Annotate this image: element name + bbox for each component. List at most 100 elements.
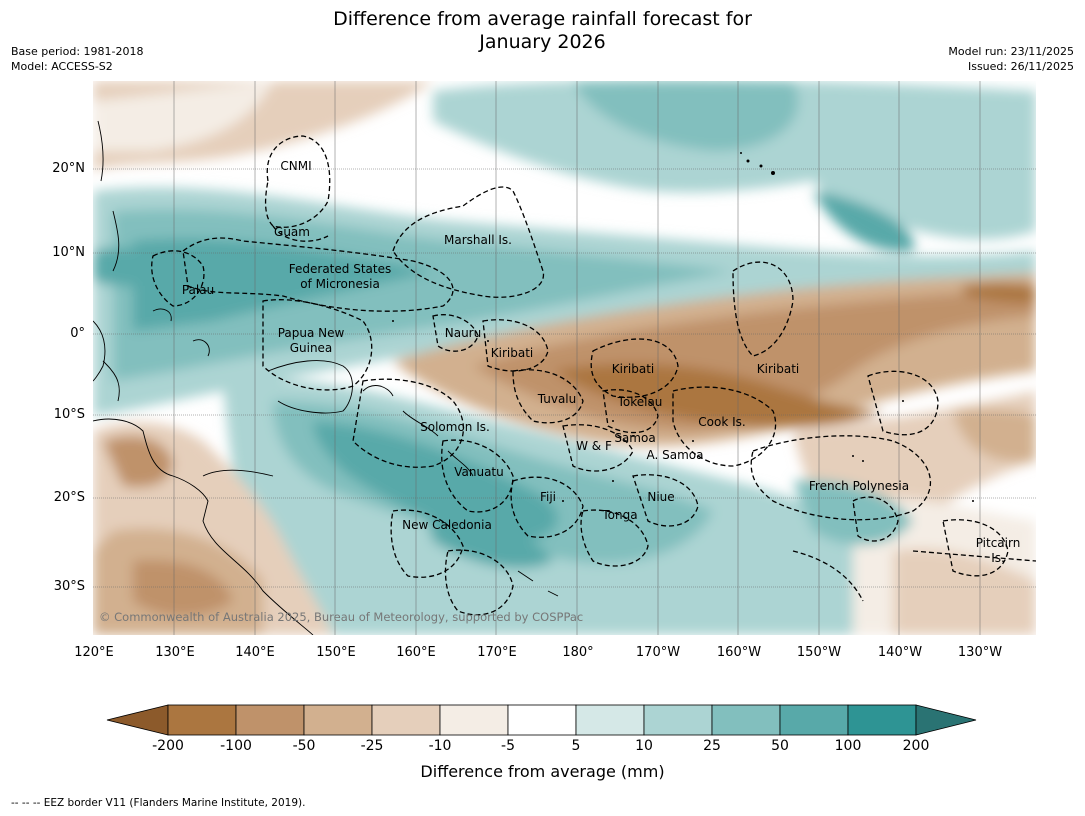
- colorbar-segment-7: [643, 704, 713, 736]
- colorbar-tick-11: 200: [902, 738, 930, 754]
- label-kiribati-c: Kiribati: [612, 362, 654, 376]
- ytick-0: 20°N: [52, 161, 85, 176]
- label-pitcairn-2: Is.: [991, 551, 1005, 565]
- xtick-2: 140°E: [235, 645, 275, 660]
- colorbar-segment-5: [507, 704, 577, 736]
- eez-niue: [632, 474, 699, 527]
- rainfall-map: CNMI Guam Marshall Is. Federated States …: [93, 81, 1036, 635]
- colorbar-tick-4: -10: [428, 738, 452, 754]
- label-asamoa: A. Samoa: [647, 448, 704, 462]
- eez-fsm: [182, 237, 454, 312]
- issued-date: Issued: 26/11/2025: [967, 60, 1074, 73]
- colorbar-extend-low: [106, 704, 169, 736]
- xtick-8: 160°W: [716, 645, 762, 660]
- eez-frenchpoly-n: [867, 370, 939, 436]
- eez-palau: [151, 250, 205, 307]
- title-line-1: Difference from average rainfall forecas…: [333, 8, 752, 30]
- meta-left: Base period: 1981-2018 Model: ACCESS-S2: [11, 44, 143, 74]
- colorbar-tick-8: 25: [703, 738, 721, 754]
- map-svg: CNMI Guam Marshall Is. Federated States …: [93, 81, 1036, 635]
- xtick-9: 150°W: [796, 645, 842, 660]
- eez-solomon: [352, 378, 464, 468]
- label-fsm-1: Federated States: [289, 262, 391, 276]
- xtick-6: 180°: [562, 645, 594, 660]
- eez-fiji: [510, 476, 584, 538]
- ytick-2: 0°: [70, 326, 85, 341]
- label-niue: Niue: [647, 490, 674, 504]
- xtick-4: 160°E: [396, 645, 436, 660]
- colorbar-segment-1: [235, 704, 305, 736]
- eez-nauru: [432, 314, 479, 352]
- xtick-3: 150°E: [316, 645, 356, 660]
- eez-samoa: [562, 424, 634, 472]
- colorbar-segment-4: [439, 704, 509, 736]
- islands: [392, 152, 974, 502]
- eez-vanuatu: [441, 439, 514, 513]
- colorbar-tick-6: 5: [571, 738, 581, 754]
- label-solomon: Solomon Is.: [420, 420, 490, 434]
- label-frenchpoly: French Polynesia: [809, 479, 909, 493]
- eez-tonga: [580, 509, 649, 567]
- colorbar-tick-10: 100: [834, 738, 862, 754]
- eez-cnmi: [264, 135, 331, 228]
- xtick-7: 170°W: [635, 645, 681, 660]
- eez-marshall: [392, 186, 544, 298]
- eez-guam: [272, 225, 329, 242]
- colorbar-tick-0: -200: [152, 738, 184, 754]
- title-line-2: January 2026: [479, 31, 606, 53]
- colorbar-segment-6: [575, 704, 645, 736]
- colorbar-tick-7: 10: [635, 738, 653, 754]
- eez-tokelau: [602, 389, 659, 434]
- colorbar-segment-2: [303, 704, 373, 736]
- ytick-5: 30°S: [53, 579, 85, 594]
- ytick-1: 10°N: [52, 245, 85, 260]
- label-tonga: Tonga: [601, 508, 637, 522]
- label-kiribati-e: Kiribati: [757, 362, 799, 376]
- meta-right: Model run: 23/11/2025 Issued: 26/11/2025: [948, 44, 1074, 74]
- xtick-10: 140°W: [877, 645, 923, 660]
- label-newcal: New Caledonia: [402, 518, 492, 532]
- label-palau: Palau: [182, 283, 214, 297]
- model-run: Model run: 23/11/2025: [948, 45, 1074, 58]
- xtick-1: 130°E: [155, 645, 195, 660]
- label-wf: W & F: [576, 439, 612, 453]
- eez-png: [262, 299, 373, 391]
- colorbar-segment-0: [167, 704, 237, 736]
- eez-norfolk: [444, 549, 514, 616]
- colorbar-tick-3: -25: [360, 738, 384, 754]
- eez-kiribati-w: [482, 319, 549, 372]
- colorbar-extend-high: [915, 704, 977, 736]
- eez-footnote: -- -- -- EEZ border V11 (Flanders Marine…: [11, 797, 306, 809]
- colorbar-segment-10: [847, 704, 917, 736]
- new-guinea-coast: [267, 360, 353, 414]
- label-pitcairn-1: Pitcairn: [976, 536, 1021, 550]
- colorbar-tick-1: -100: [220, 738, 252, 754]
- coastlines: [93, 120, 559, 635]
- colorbar-segment-8: [711, 704, 781, 736]
- eez-kiribati-c: [590, 338, 679, 398]
- chart-title: Difference from average rainfall forecas…: [0, 8, 1085, 54]
- base-period: Base period: 1981-2018: [11, 45, 144, 58]
- label-tuvalu: Tuvalu: [537, 392, 577, 406]
- label-fiji: Fiji: [540, 490, 556, 504]
- label-nauru: Nauru: [445, 326, 481, 340]
- eez-kiribati-e: [732, 261, 794, 357]
- eez-pitcairn: [942, 519, 1009, 577]
- label-cook: Cook Is.: [698, 415, 745, 429]
- eez-tuvalu: [512, 369, 584, 424]
- colorbar-segment-3: [371, 704, 441, 736]
- eez-borders: [151, 135, 1036, 616]
- xtick-11: 130°W: [957, 645, 1003, 660]
- xtick-0: 120°E: [74, 645, 114, 660]
- label-marshall: Marshall Is.: [444, 233, 512, 247]
- colorbar-tick-5: -5: [501, 738, 515, 754]
- eez-newcal: [390, 509, 464, 578]
- australia-coast: [93, 418, 314, 635]
- label-png-1: Papua New: [278, 326, 345, 340]
- rainfall-field: [93, 81, 1036, 635]
- label-kiribati-w: Kiribati: [491, 346, 533, 360]
- colorbar-title: Difference from average (mm): [420, 762, 665, 781]
- xtick-5: 170°E: [477, 645, 517, 660]
- copyright-text: © Commonwealth of Australia 2025, Bureau…: [99, 610, 583, 624]
- label-cnmi: CNMI: [280, 159, 311, 173]
